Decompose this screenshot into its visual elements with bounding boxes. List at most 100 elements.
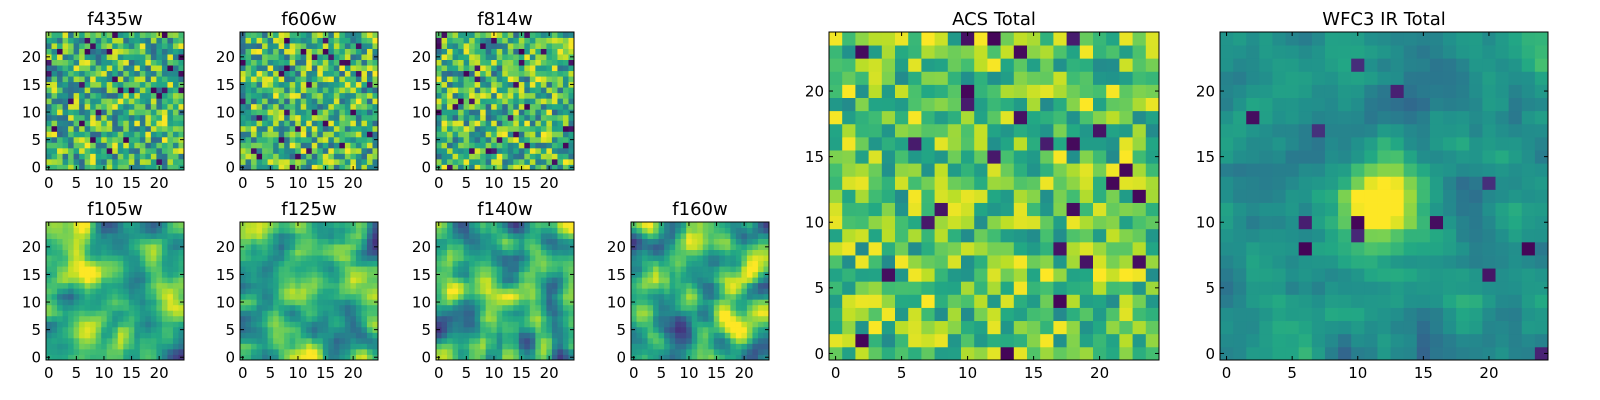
heatmap-cell xyxy=(921,189,935,203)
heatmap-cell xyxy=(150,266,157,273)
heatmap-cell xyxy=(474,244,481,250)
heatmap-cell xyxy=(172,304,179,311)
heatmap-cell xyxy=(306,299,313,306)
heatmap-cell xyxy=(524,81,531,88)
heatmap-cell xyxy=(311,304,318,311)
heatmap-cell xyxy=(161,120,168,127)
heatmap-cell xyxy=(485,337,492,344)
heatmap-cell xyxy=(491,348,498,355)
heatmap-cell xyxy=(262,332,268,339)
heatmap-cell xyxy=(46,87,52,94)
heatmap-cell xyxy=(1066,202,1081,217)
heatmap-cell xyxy=(1000,346,1015,361)
heatmap-cell xyxy=(562,332,569,339)
heatmap-cell xyxy=(730,310,737,317)
heatmap-cell xyxy=(562,227,569,234)
heatmap-cell xyxy=(518,37,525,44)
heatmap-cell xyxy=(156,81,163,88)
heatmap-cell xyxy=(361,142,368,149)
heatmap-cell xyxy=(289,32,296,38)
heatmap-cell xyxy=(361,87,368,94)
heatmap-cell xyxy=(518,142,525,149)
heatmap-cell xyxy=(322,92,329,99)
heatmap-cell xyxy=(436,277,442,284)
heatmap-cell xyxy=(741,299,748,306)
heatmap-cell xyxy=(361,65,368,72)
heatmap-cell xyxy=(496,293,503,300)
heatmap-cell xyxy=(708,337,715,344)
heatmap-cell xyxy=(256,164,263,171)
heatmap-cell xyxy=(289,293,296,300)
heatmap-cell xyxy=(540,348,547,355)
heatmap-cell xyxy=(441,109,448,116)
heatmap-cell xyxy=(502,142,509,149)
heatmap-cell xyxy=(987,333,1001,348)
heatmap-cell xyxy=(987,202,1001,217)
heatmap-cell xyxy=(295,54,302,60)
heatmap-cell xyxy=(1132,163,1147,177)
heatmap-cell xyxy=(300,266,307,273)
heatmap-cell xyxy=(178,249,185,256)
heatmap-cell xyxy=(273,114,280,121)
heatmap-cell xyxy=(73,114,80,121)
heatmap-cell xyxy=(361,326,368,333)
heatmap-cell xyxy=(150,288,157,295)
heatmap-cell xyxy=(68,321,74,328)
heatmap-cell xyxy=(73,277,80,284)
heatmap-cell xyxy=(73,65,80,72)
heatmap-cell xyxy=(267,332,274,339)
heatmap-cell xyxy=(62,266,69,273)
heatmap-cell xyxy=(557,260,564,267)
heatmap-cell xyxy=(295,147,302,154)
heatmap-cell xyxy=(441,255,448,262)
heatmap-cell xyxy=(123,244,130,250)
heatmap-cell xyxy=(344,48,351,55)
heatmap-cell xyxy=(485,222,492,228)
heatmap-cell xyxy=(961,268,975,282)
heatmap-cell xyxy=(675,238,682,245)
heatmap-cell xyxy=(90,310,97,317)
heatmap-cell xyxy=(366,109,373,116)
heatmap-cell xyxy=(372,222,379,228)
heatmap-cell xyxy=(256,43,263,49)
heatmap-cell xyxy=(350,310,357,317)
heatmap-cell xyxy=(491,288,498,295)
heatmap-cell xyxy=(480,222,487,228)
heatmap-cell xyxy=(278,164,285,171)
heatmap-cell xyxy=(763,321,770,328)
heatmap-cell xyxy=(961,241,975,256)
heatmap-cell xyxy=(84,59,91,66)
heatmap-cell xyxy=(518,282,525,289)
heatmap-cell xyxy=(463,304,470,311)
heatmap-cell xyxy=(178,92,185,99)
heatmap-cell xyxy=(513,59,520,66)
heatmap-cell xyxy=(741,244,748,250)
heatmap-cell xyxy=(117,277,124,284)
heatmap-cell xyxy=(708,249,715,256)
heatmap-cell xyxy=(458,54,464,60)
heatmap-cell xyxy=(1013,307,1028,322)
x-tick-label: 5 xyxy=(266,364,276,382)
heatmap-cell xyxy=(491,98,498,105)
heatmap-cell xyxy=(730,304,737,311)
heatmap-cell xyxy=(496,222,503,228)
heatmap-cell xyxy=(546,98,553,105)
heatmap-cell xyxy=(322,109,329,116)
heatmap-cell xyxy=(496,304,503,311)
heatmap-cell xyxy=(447,103,453,110)
heatmap-cell xyxy=(653,222,659,228)
heatmap-cell xyxy=(524,315,531,322)
heatmap-cell xyxy=(57,70,63,77)
heatmap-cell xyxy=(79,131,86,138)
heatmap-cell xyxy=(366,288,373,295)
heatmap-cell xyxy=(947,215,962,230)
heatmap-cell xyxy=(295,299,302,306)
heatmap-cell xyxy=(469,87,476,94)
heatmap-cell xyxy=(150,32,157,38)
heatmap-cell xyxy=(128,310,135,317)
heatmap-cell xyxy=(339,304,346,311)
heatmap-cell xyxy=(106,114,113,121)
heatmap-cell xyxy=(895,241,909,256)
heatmap-cell xyxy=(278,255,285,262)
heatmap-cell xyxy=(284,277,291,284)
